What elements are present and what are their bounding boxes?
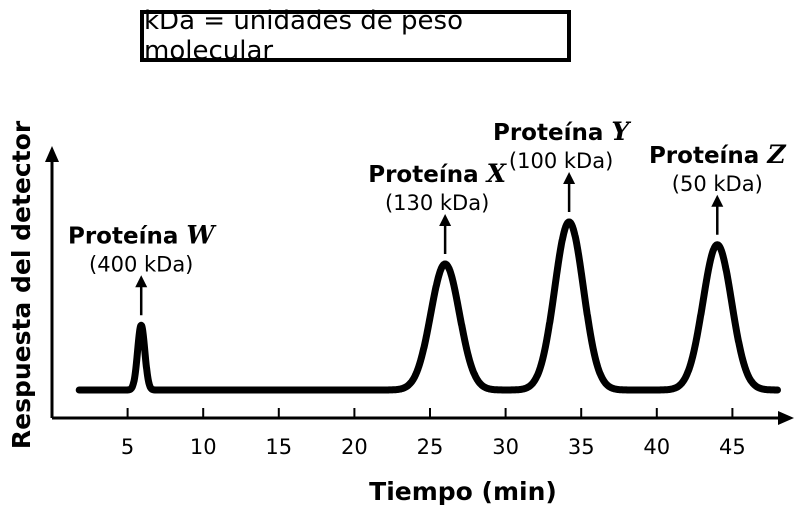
peak-name-word: Proteína (493, 120, 611, 146)
x-tick-label: 45 (719, 435, 746, 459)
legend-text: kDa = unidades de peso molecular (144, 6, 463, 66)
y-axis-arrow (45, 146, 59, 162)
peak-letter: Y (611, 117, 631, 146)
x-tick-label: 5 (121, 435, 134, 459)
peak-name-label: Proteína X (368, 159, 507, 188)
peak-name-label: Proteína Y (493, 117, 631, 146)
x-tick-label: 10 (190, 435, 217, 459)
peak-arrow-head (563, 172, 576, 184)
x-tick-label: 20 (341, 435, 368, 459)
x-axis-title: Tiempo (min) (369, 477, 557, 506)
x-tick-label: 15 (265, 435, 292, 459)
peak-name-word: Proteína (368, 162, 486, 188)
axes (45, 146, 794, 425)
peak-name-word: Proteína (68, 223, 186, 249)
peak-mass-label: (400 kDa) (89, 252, 193, 276)
peak-mass-label: (50 kDa) (672, 172, 763, 196)
peak-letter: Z (766, 140, 786, 169)
peak-name-word: Proteína (649, 143, 767, 169)
x-axis-arrow (778, 411, 794, 425)
signal-curve (75, 218, 781, 394)
x-tick-label: 25 (417, 435, 444, 459)
signal-curve-group (75, 218, 781, 394)
x-tick-label: 40 (643, 435, 670, 459)
peak-arrow-head (439, 214, 452, 226)
peak-arrow-head (711, 194, 724, 207)
x-tick-label: 30 (492, 435, 519, 459)
peak-labels: (400 kDa) Proteína W (130 kDa) Proteína X (1… (68, 117, 786, 316)
peak-name-label: Proteína W (68, 220, 217, 249)
peak-mass-label: (130 kDa) (385, 191, 489, 215)
peak-letter: W (186, 220, 217, 249)
peak-arrow-head (135, 275, 148, 288)
y-axis-title: Respuesta del detector (7, 120, 36, 449)
peak-letter: X (485, 159, 508, 188)
x-tick-label: 35 (568, 435, 595, 459)
peak-name-label: Proteína Z (649, 140, 786, 169)
x-ticks: 5 10 15 20 25 30 35 40 45 (121, 408, 746, 459)
peak-mass-label: (100 kDa) (509, 149, 613, 173)
legend-box: kDa = unidades de peso molecular (140, 6, 571, 66)
